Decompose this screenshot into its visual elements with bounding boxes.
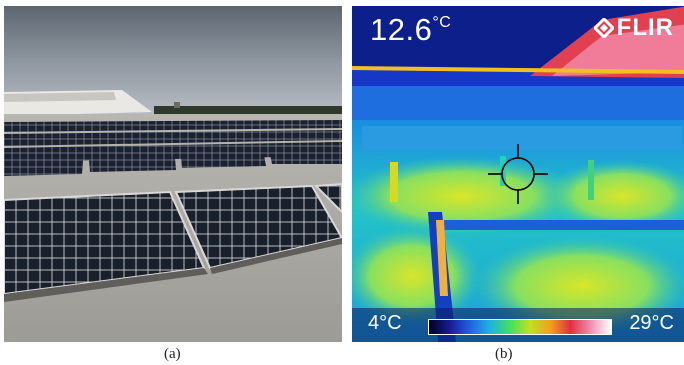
caption-a: (a) xyxy=(164,346,181,362)
flir-logo: FLIR xyxy=(593,14,674,42)
scale-max-label: 29°C xyxy=(629,312,674,334)
thermal-camera-image: 12.6°C FLIR 4°C 29°C xyxy=(352,6,684,342)
scale-min-label: 4°C xyxy=(368,312,402,334)
temperature-unit: °C xyxy=(432,14,452,31)
temperature-color-scale xyxy=(428,319,612,335)
flir-logo-icon xyxy=(593,18,614,38)
temperature-value: 12.6 xyxy=(370,12,433,47)
solar-rooftop-photo xyxy=(4,6,342,342)
temperature-readout: 12.6°C xyxy=(370,12,451,48)
brand-label: FLIR xyxy=(616,14,674,41)
crosshair-icon xyxy=(488,144,548,204)
caption-b: (b) xyxy=(495,346,513,362)
